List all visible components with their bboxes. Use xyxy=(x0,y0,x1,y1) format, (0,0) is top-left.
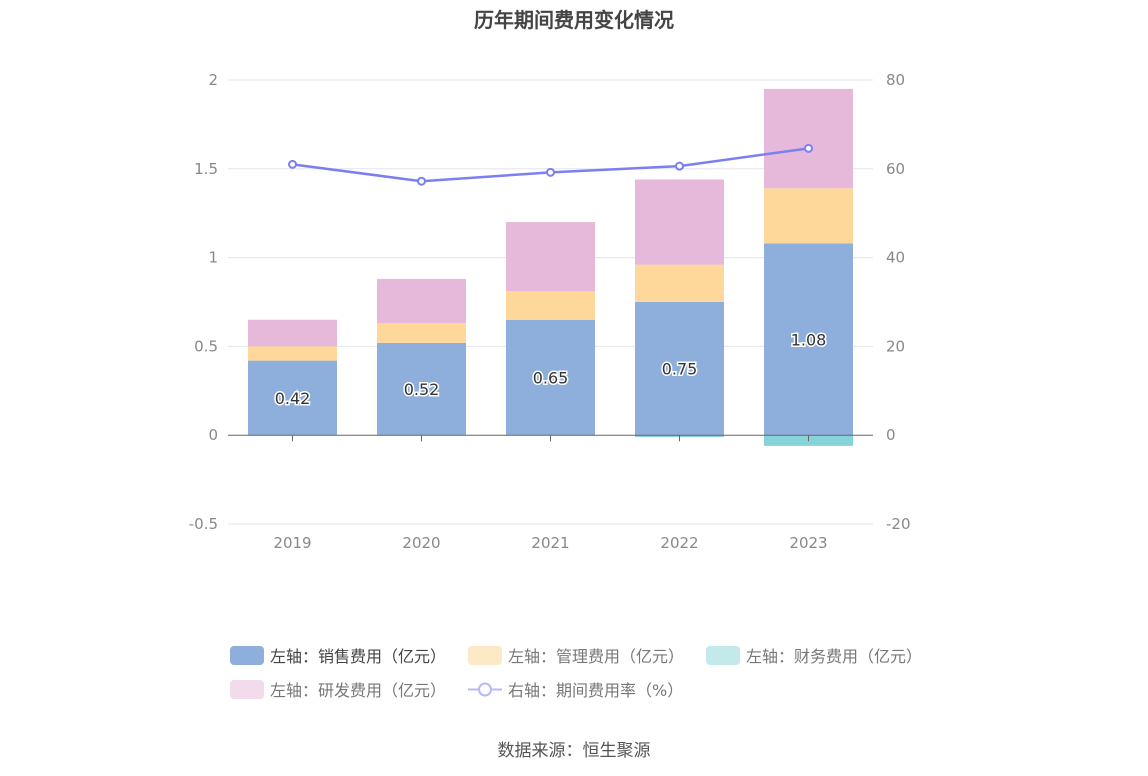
rate-point-2022 xyxy=(675,161,684,171)
rate-point-2019 xyxy=(288,159,297,169)
right-tick-label-2: 20 xyxy=(886,337,905,355)
right-tick-label-1: 0 xyxy=(886,426,896,444)
bar-admin-2022 xyxy=(635,264,724,302)
legend-label-sales: 左轴：销售费用（亿元） xyxy=(270,647,447,666)
data-label-sales-2020: 0.52 xyxy=(404,380,440,399)
data-label-sales-2019: 0.42 xyxy=(275,389,311,408)
bar-sales-2022 xyxy=(635,302,724,436)
chart-title: 历年期间费用变化情况 xyxy=(474,8,674,32)
source-note: 数据来源：恒生聚源 xyxy=(497,741,651,761)
bar-sales-2020 xyxy=(377,342,466,436)
bar-rd-2022 xyxy=(635,179,724,265)
right-tick-label-0: -20 xyxy=(886,515,911,533)
left-tick-label-4: 1.5 xyxy=(194,160,218,178)
bar-rd-2023 xyxy=(764,88,853,189)
bar-sales-2019 xyxy=(248,360,337,436)
legend-swatch-rd xyxy=(230,679,264,699)
bar-rd-2020 xyxy=(377,278,466,324)
data-label-sales-2023: 1.08 xyxy=(791,330,827,349)
legend-swatch-finance xyxy=(706,645,741,665)
x-tick-label-2023: 2023 xyxy=(789,534,827,552)
left-tick-label-5: 2 xyxy=(208,71,218,89)
left-tick-label-3: 1 xyxy=(208,249,218,267)
bar-sales-2021 xyxy=(506,319,595,436)
rate-point-2023 xyxy=(804,143,813,153)
legend-item-admin[interactable]: 左轴：管理费用（亿元） xyxy=(468,643,684,667)
bar-admin-2021 xyxy=(506,291,595,320)
bar-admin-2019 xyxy=(248,346,337,361)
legend: 左轴：销售费用（亿元） 左轴：管理费用（亿元） 左轴：财务费用（亿元） 左轴：研… xyxy=(230,638,950,706)
legend-swatch-sales xyxy=(230,645,264,665)
bar-rd-2021 xyxy=(506,222,595,292)
right-tick-label-3: 40 xyxy=(886,249,905,267)
bar-admin-2023 xyxy=(764,188,853,244)
legend-label-admin: 左轴：管理费用（亿元） xyxy=(508,647,685,666)
bar-sales-2023 xyxy=(764,243,853,436)
x-tick-label-2021: 2021 xyxy=(531,534,569,552)
legend-item-rd[interactable]: 左轴：研发费用（亿元） xyxy=(230,677,446,701)
right-tick-label-4: 60 xyxy=(886,160,905,178)
left-tick-label-2: 0.5 xyxy=(194,337,218,355)
rate-point-2020 xyxy=(417,176,426,186)
x-tick-label-2020: 2020 xyxy=(402,534,440,552)
chart-area: 0.42 0.52 0.65 0.75 1.08 -0.5 0 0.5 1 1.5 2 -20 0 20… xyxy=(189,71,911,552)
legend-item-sales[interactable]: 左轴：销售费用（亿元） xyxy=(230,643,446,667)
x-tick-label-2019: 2019 xyxy=(273,534,311,552)
data-label-sales-2022: 0.75 xyxy=(662,360,698,379)
legend-item-finance[interactable]: 左轴：财务费用（亿元） xyxy=(706,643,922,667)
legend-label-rd: 左轴：研发费用（亿元） xyxy=(270,681,447,700)
legend-swatch-admin xyxy=(468,645,503,665)
x-tick-label-2022: 2022 xyxy=(660,534,698,552)
right-tick-label-5: 80 xyxy=(886,71,905,89)
legend-line-icon xyxy=(468,682,503,696)
left-tick-label-0: -0.5 xyxy=(189,515,218,533)
bar-rd-2019 xyxy=(248,319,337,347)
bar-admin-2020 xyxy=(377,323,466,343)
legend-label-finance: 左轴：财务费用（亿元） xyxy=(746,647,923,666)
data-label-sales-2021: 0.65 xyxy=(533,368,569,387)
legend-label-rate: 右轴：期间费用率（%） xyxy=(508,681,684,700)
legend-item-rate[interactable]: 右轴：期间费用率（%） xyxy=(468,677,683,701)
left-tick-label-1: 0 xyxy=(208,426,218,444)
rate-point-2021 xyxy=(546,167,555,177)
